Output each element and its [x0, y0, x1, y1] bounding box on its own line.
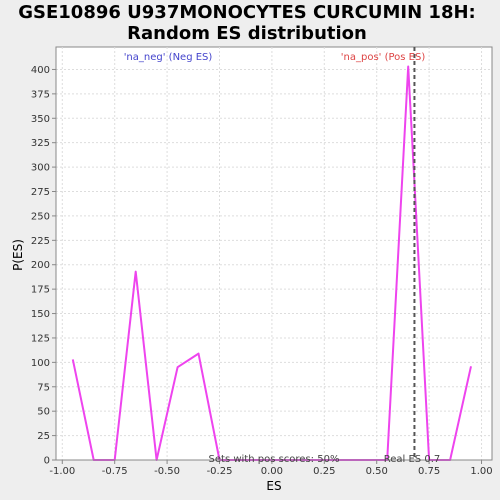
y-tick-label: 125: [31, 333, 50, 344]
y-tick-label: 100: [31, 358, 50, 369]
neg-es-label: 'na_neg' (Neg ES): [124, 52, 213, 63]
y-tick-label: 150: [31, 309, 50, 320]
y-tick-label: 25: [37, 431, 50, 442]
y-tick-label: 375: [31, 89, 50, 100]
plot-area: [55, 46, 493, 461]
x-tick-label: 1.00: [470, 466, 492, 477]
x-tick-label: -0.75: [102, 466, 128, 477]
real-es-label: Real ES 0.7: [384, 454, 440, 465]
sets-pos-scores-label: Sets with pos scores: 50%: [209, 454, 340, 465]
y-tick-label: 50: [37, 407, 50, 418]
chart-title: GSE10896 U937MONOCYTES CURCUMIN 18H: Ran…: [0, 2, 494, 44]
y-tick-label: 325: [31, 138, 50, 149]
x-tick-label: -0.50: [154, 466, 180, 477]
y-tick-label: 300: [31, 163, 50, 174]
y-tick-label: 275: [31, 187, 50, 198]
axes: [55, 47, 492, 461]
x-tick-label: -0.25: [207, 466, 233, 477]
y-axis-title: P(ES): [11, 239, 25, 271]
annotation-layer: 'na_neg' (Neg ES) 'na_pos' (Pos ES) Sets…: [124, 52, 441, 465]
y-tick-label: 75: [37, 382, 50, 393]
pos-es-label: 'na_pos' (Pos ES): [341, 52, 426, 63]
x-tick-label: -1.00: [49, 466, 75, 477]
x-tick-label: 0.25: [313, 466, 335, 477]
y-tick-label: 0: [44, 456, 50, 467]
y-tick-label: 225: [31, 236, 50, 247]
x-axis-title: ES: [266, 479, 281, 493]
y-tick-label: 350: [31, 114, 50, 125]
y-tick-label: 400: [31, 65, 50, 76]
y-tick-label: 175: [31, 285, 50, 296]
x-tick-label: 0.00: [261, 466, 283, 477]
x-tick-label: 0.75: [418, 466, 440, 477]
title-line-2: Random ES distribution: [127, 23, 367, 44]
y-tick-label: 200: [31, 260, 50, 271]
tick-layer: 0 25 50 75 100 125 150 175 200 225 250 275 300 325 350…: [31, 65, 493, 477]
y-tick-label: 250: [31, 211, 50, 222]
title-line-1: GSE10896 U937MONOCYTES CURCUMIN 18H:: [18, 2, 476, 23]
x-tick-label: 0.50: [366, 466, 388, 477]
